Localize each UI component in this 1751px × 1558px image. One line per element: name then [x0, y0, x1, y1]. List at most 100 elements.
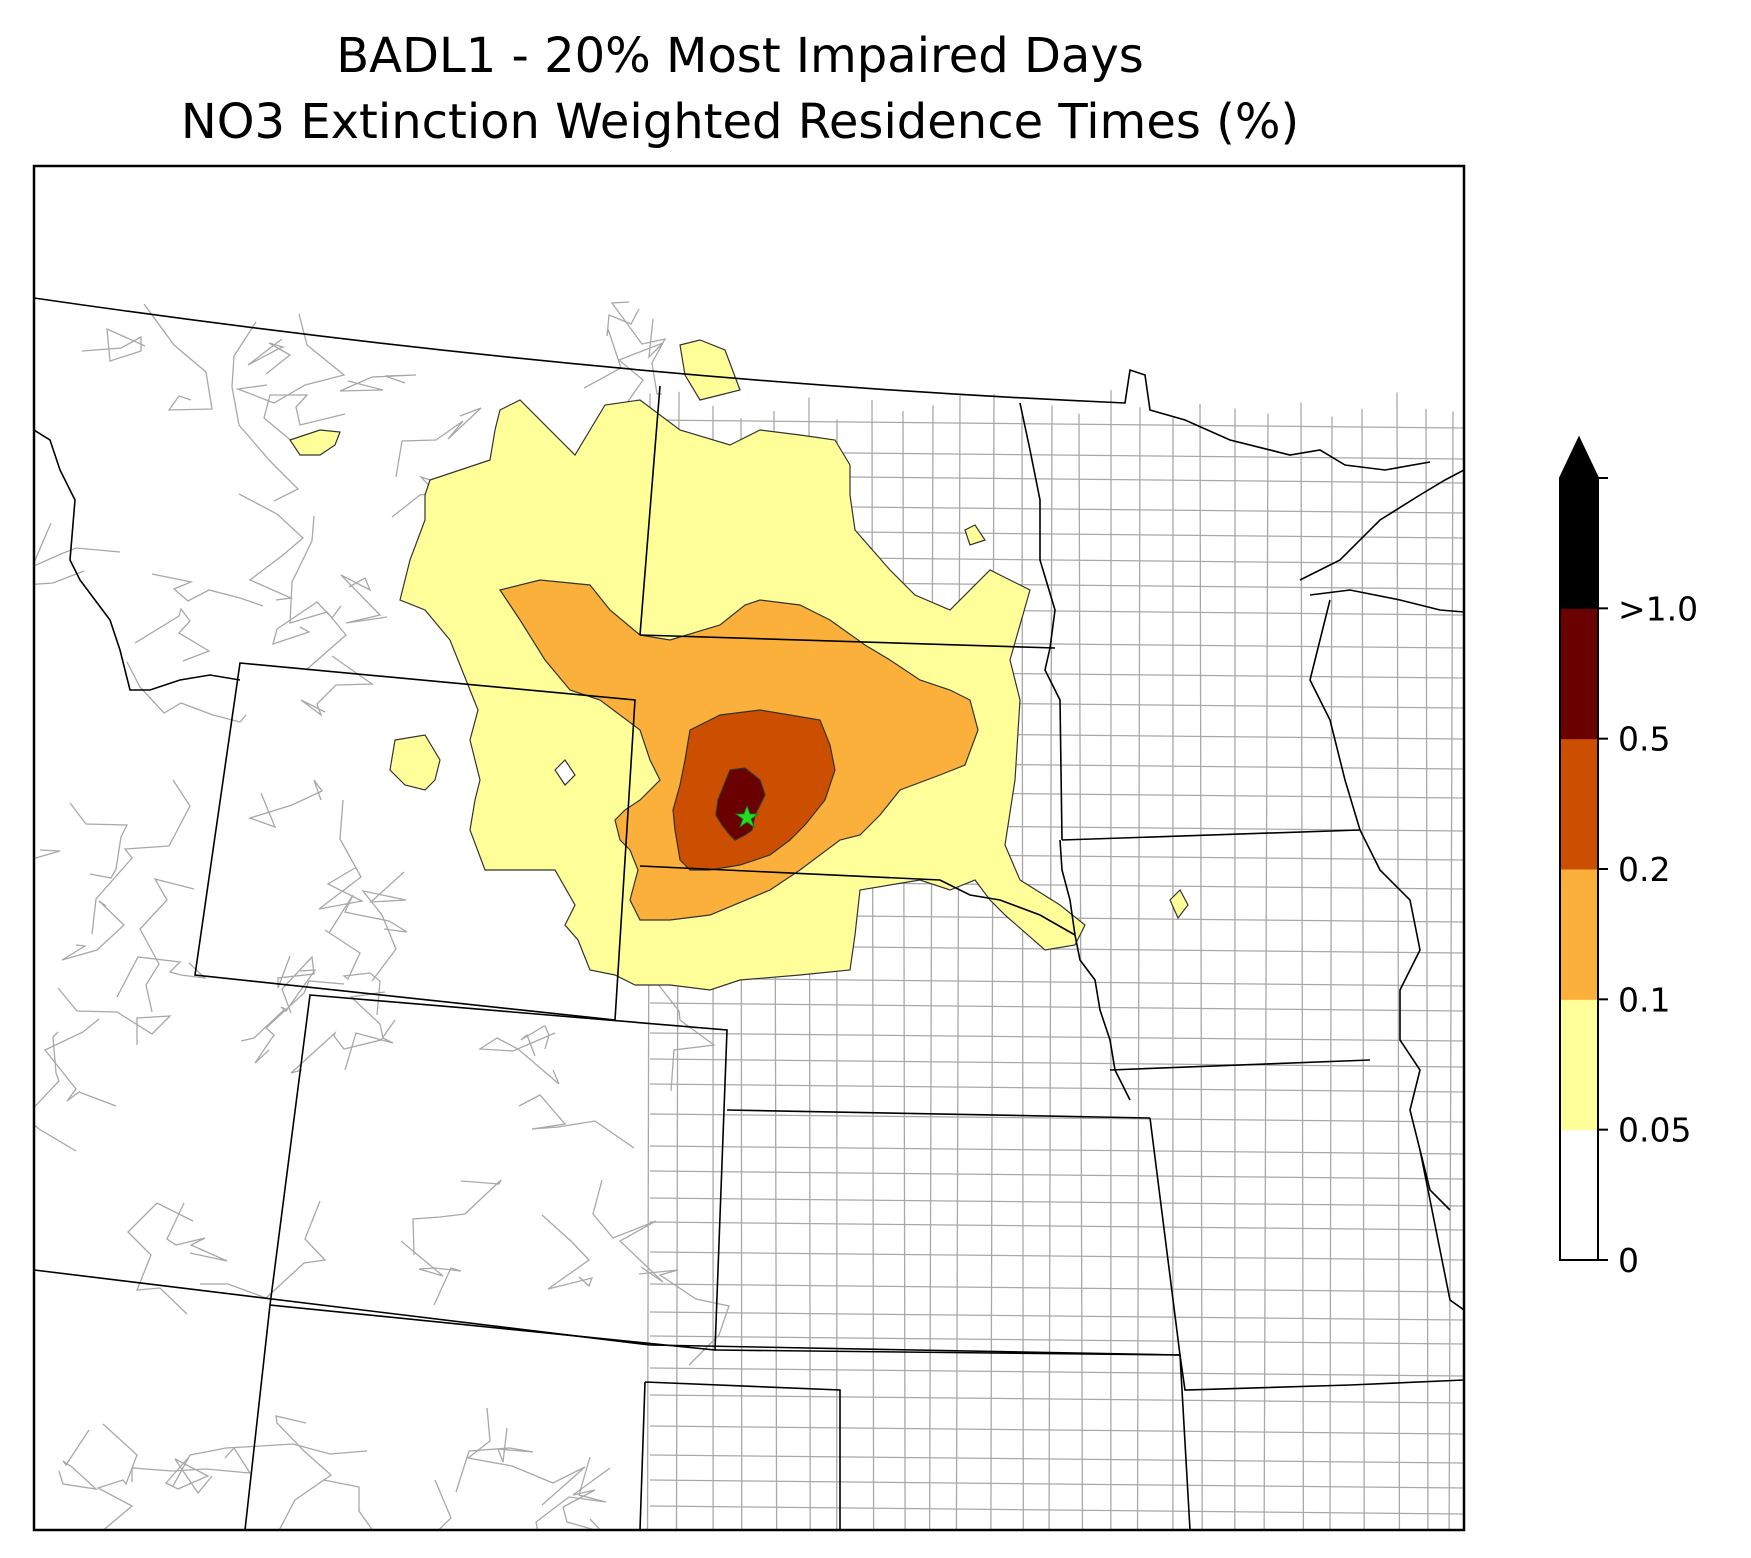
colorbar-extend-arrow	[1560, 438, 1598, 478]
colorbar: 0 0.05 0.1 0.2 0.5 >1.0	[1559, 435, 1698, 1280]
map-frame	[32, 164, 1466, 1532]
county-line	[172, 1443, 368, 1487]
county-line	[290, 1019, 396, 1074]
colorbar-tick-label: 0	[1618, 1241, 1639, 1280]
county-line	[466, 1407, 586, 1506]
contour-hole	[554, 759, 576, 786]
county-line	[116, 956, 207, 998]
county-line	[649, 977, 1464, 987]
county-line	[254, 980, 345, 1064]
county-line	[649, 419, 1464, 429]
county-line	[395, 407, 482, 478]
county-line	[649, 1454, 1464, 1464]
county-line	[649, 1002, 1464, 1012]
county-line	[434, 1479, 452, 1530]
county-line	[339, 374, 417, 392]
county-line	[649, 1058, 1464, 1068]
chart-title-line-2: NO3 Extinction Weighted Residence Times …	[180, 94, 1300, 150]
county-line	[649, 1032, 1464, 1042]
state-boundaries	[34, 297, 1464, 1530]
mn-ia-border	[1061, 829, 1361, 841]
county-line	[412, 1179, 502, 1256]
county-line	[649, 1221, 1464, 1231]
il-border	[1419, 1149, 1464, 1311]
county-line	[164, 1456, 213, 1495]
contour-0-05-island-north	[679, 339, 741, 401]
county-line	[361, 871, 407, 982]
county-line	[34, 1031, 77, 1152]
county-line	[649, 1283, 1464, 1293]
county-line	[649, 1394, 1464, 1404]
county-line	[240, 969, 317, 1042]
county-line	[127, 1202, 194, 1315]
contour-0-5	[715, 767, 766, 841]
county-line	[1263, 413, 1269, 1530]
wi-border	[1309, 599, 1451, 1211]
county-line	[275, 1415, 333, 1530]
county-line	[143, 303, 213, 411]
county-line	[1329, 416, 1333, 1530]
county-line	[263, 394, 346, 453]
county-line	[69, 802, 129, 879]
county-line	[477, 1032, 560, 1085]
county-line	[134, 607, 211, 662]
county-line	[1136, 407, 1141, 1530]
county-line	[166, 1202, 228, 1262]
county-line	[81, 327, 146, 362]
canada-border	[34, 297, 1431, 471]
county-line	[562, 1467, 611, 1530]
county-line	[592, 1179, 664, 1283]
ut-az-border	[34, 1269, 1181, 1356]
county-line	[649, 1197, 1464, 1207]
county-line	[1048, 405, 1053, 1530]
nd-mn-border	[1019, 402, 1063, 841]
county-line	[34, 547, 121, 585]
colorbar-tick-label: 0.2	[1618, 850, 1670, 889]
county-line	[1199, 404, 1203, 1530]
county-line	[323, 1479, 374, 1530]
chart-title-line-1: BADL1 - 20% Most Impaired Days	[336, 28, 1144, 84]
lake-superior-shore-south	[1309, 589, 1464, 613]
county-line	[139, 877, 195, 1013]
county-line	[235, 313, 346, 404]
mt-nd-border	[639, 385, 661, 636]
sd-mn-ia-border	[1059, 839, 1131, 1101]
contour-fills	[289, 339, 1189, 991]
county-line	[649, 1425, 1464, 1435]
map-panel	[34, 166, 1464, 1530]
receptor-site-marker	[734, 804, 760, 829]
lake-superior-shore	[1299, 469, 1464, 581]
county-line	[610, 301, 667, 395]
county-line	[649, 1367, 1464, 1377]
county-line	[43, 1018, 117, 1107]
county-line	[400, 1240, 462, 1306]
colorbar-segment	[1560, 1129, 1598, 1261]
county-line	[649, 1335, 1464, 1345]
county-line	[649, 1113, 1464, 1123]
county-line	[1078, 413, 1084, 1530]
county-line	[541, 1214, 594, 1290]
county-line	[96, 1423, 138, 1530]
nm-border	[244, 1304, 271, 1530]
colorbar-tick-label: >1.0	[1618, 589, 1698, 628]
nd-sd-border	[639, 634, 1056, 649]
county-line	[649, 1311, 1464, 1321]
county-line	[928, 405, 934, 1530]
ne-ks-border	[726, 1109, 1151, 1119]
county-line	[91, 779, 191, 935]
county-line	[247, 338, 292, 375]
county-line	[58, 1429, 99, 1490]
county-line	[61, 900, 125, 961]
sd-ne-border	[639, 865, 1076, 936]
colorbar-tick-label: 0.1	[1618, 980, 1670, 1019]
county-line	[649, 1083, 1464, 1093]
county-line	[649, 1145, 1464, 1155]
county-line	[231, 321, 300, 502]
ok-panhandle-west	[639, 1381, 646, 1530]
county-line	[126, 661, 247, 723]
county-line	[649, 1251, 1464, 1261]
county-line	[535, 1456, 607, 1530]
county-line	[324, 929, 381, 1016]
county-line	[318, 799, 365, 910]
